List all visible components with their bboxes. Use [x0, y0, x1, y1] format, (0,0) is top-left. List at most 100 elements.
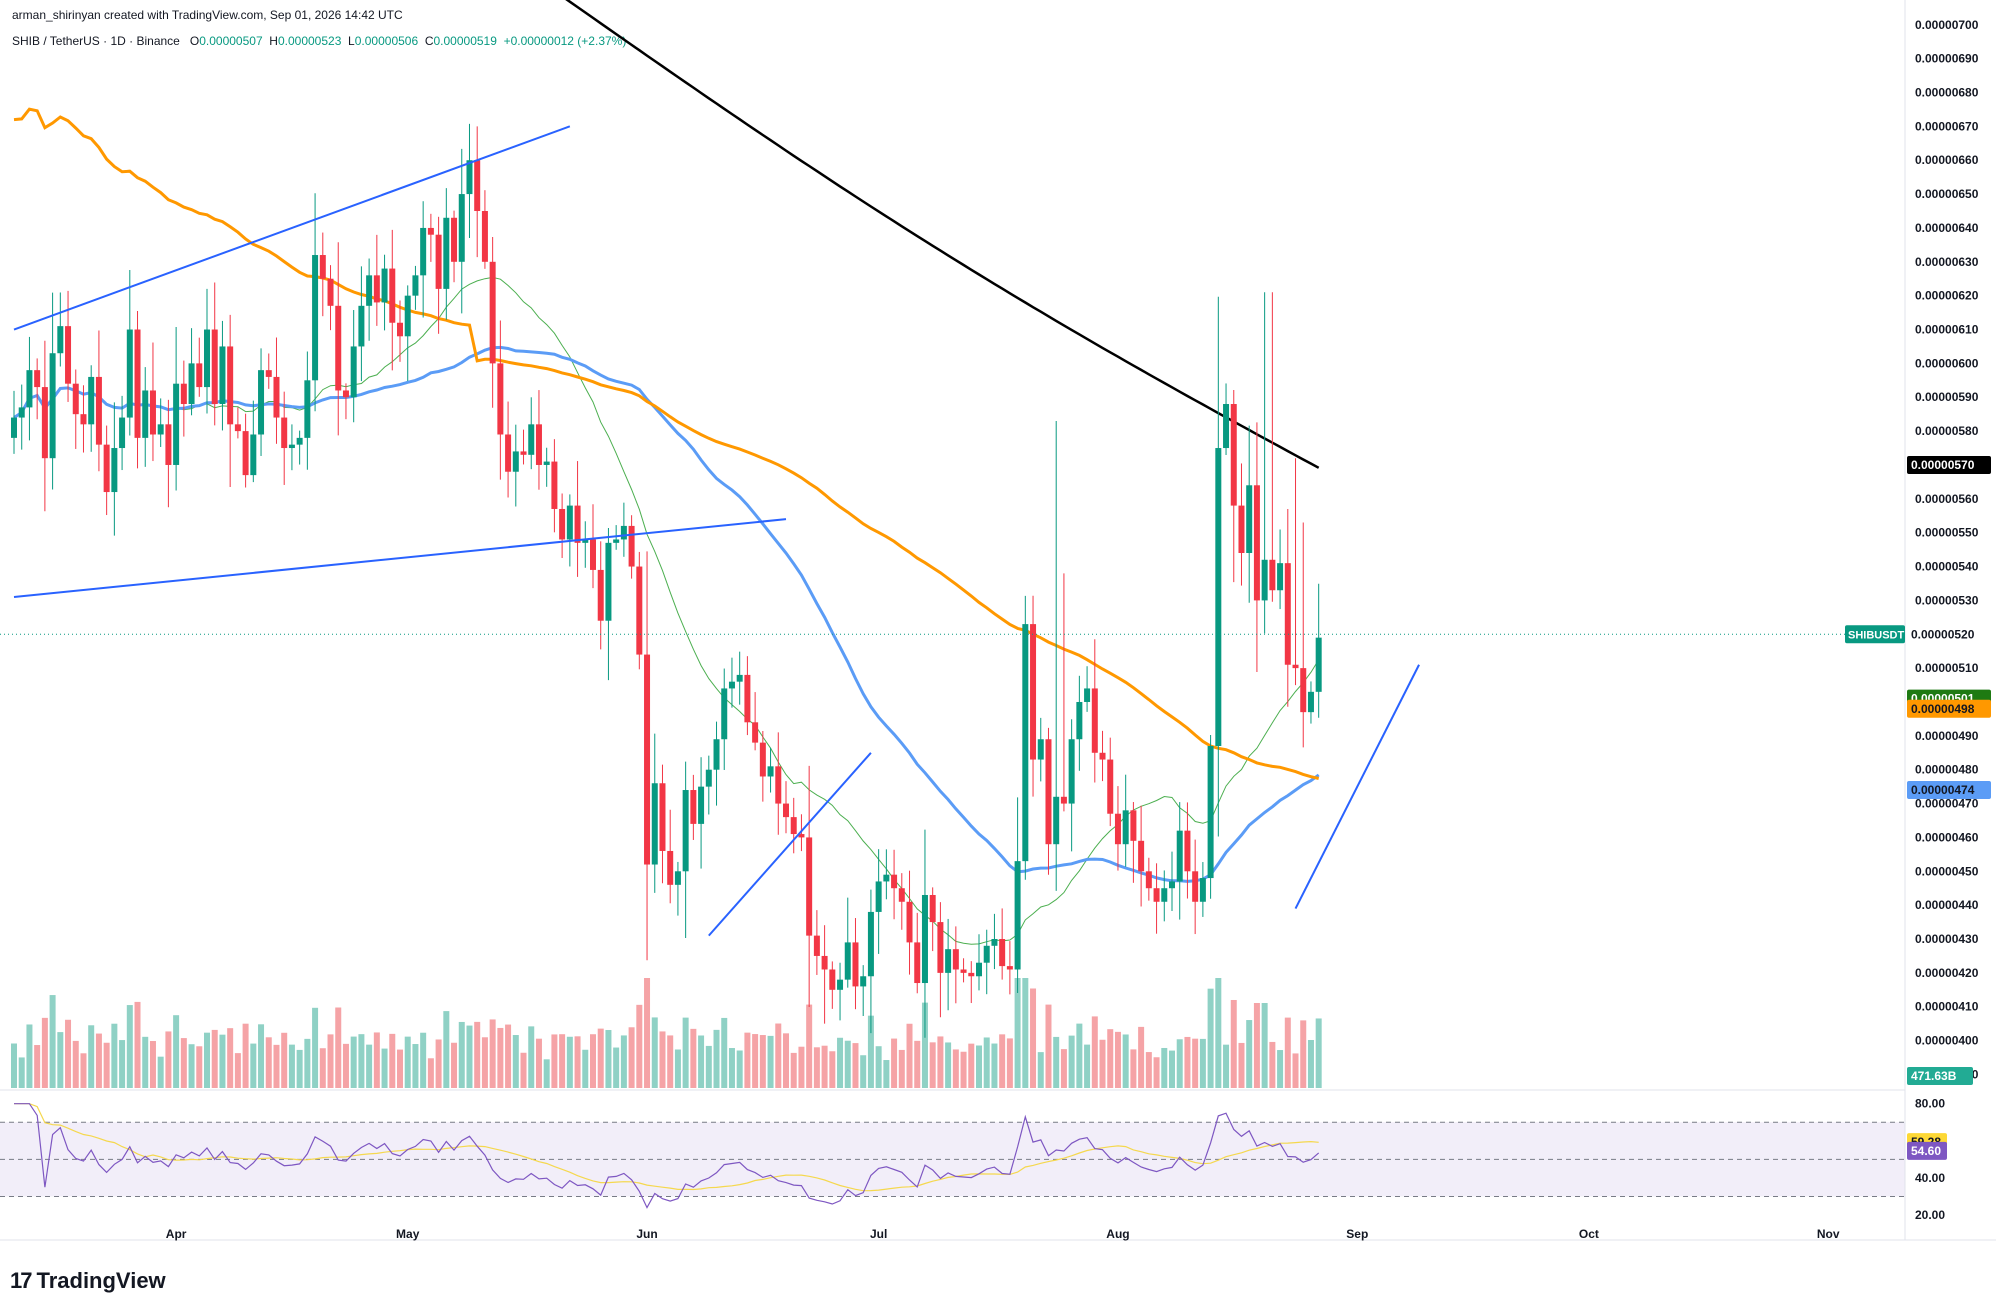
candle-body[interactable] — [288, 444, 295, 449]
candle-body[interactable] — [813, 935, 820, 956]
candle-body[interactable] — [142, 390, 149, 438]
candle-body[interactable] — [88, 376, 95, 425]
candle-body[interactable] — [952, 949, 959, 970]
candle-body[interactable] — [196, 363, 203, 388]
candle-body[interactable] — [1315, 637, 1322, 692]
candle-body[interactable] — [559, 508, 566, 540]
candle-body[interactable] — [574, 505, 581, 543]
candle-body[interactable] — [1277, 563, 1284, 591]
candle-body[interactable] — [250, 434, 257, 476]
candle-body[interactable] — [968, 972, 975, 977]
candle-body[interactable] — [41, 387, 48, 459]
candle-body[interactable] — [180, 383, 187, 405]
candle-body[interactable] — [1053, 796, 1060, 845]
candle-body[interactable] — [1076, 701, 1083, 740]
candle-body[interactable] — [1192, 871, 1199, 902]
candle-body[interactable] — [1153, 888, 1160, 902]
candle-body[interactable] — [381, 268, 388, 303]
candle-body[interactable] — [891, 874, 898, 889]
candle-body[interactable] — [1307, 691, 1314, 713]
candle-body[interactable] — [620, 525, 627, 540]
candle-body[interactable] — [342, 390, 349, 398]
candle-body[interactable] — [898, 888, 905, 902]
candle-body[interactable] — [1176, 830, 1183, 882]
candle-body[interactable] — [1037, 739, 1044, 760]
candle-body[interactable] — [11, 417, 17, 438]
candle-body[interactable] — [875, 881, 882, 912]
candle-body[interactable] — [535, 424, 542, 465]
candle-body[interactable] — [1130, 810, 1137, 841]
candle-body[interactable] — [18, 407, 25, 418]
candle-body[interactable] — [1199, 878, 1206, 902]
candle-body[interactable] — [651, 783, 658, 865]
trendline[interactable] — [1294, 664, 1420, 909]
symbol-legend[interactable]: SHIB / TetherUS · 1D · Binance O0.000005… — [12, 34, 626, 48]
candle-body[interactable] — [173, 383, 180, 465]
candle-body[interactable] — [188, 363, 195, 405]
candle-body[interactable] — [103, 444, 110, 493]
candle-body[interactable] — [404, 295, 411, 337]
candle-body[interactable] — [674, 871, 681, 885]
candle-body[interactable] — [1184, 830, 1191, 872]
candle-body[interactable] — [883, 874, 890, 882]
candle-body[interactable] — [1060, 796, 1067, 804]
candle-body[interactable] — [505, 434, 512, 472]
candle-body[interactable] — [435, 234, 442, 289]
candle-body[interactable] — [443, 217, 450, 289]
candle-body[interactable] — [636, 566, 643, 655]
candle-body[interactable] — [759, 742, 766, 777]
candle-body[interactable] — [319, 255, 326, 279]
candle-body[interactable] — [1253, 485, 1260, 601]
candle-body[interactable] — [983, 945, 990, 963]
candle-body[interactable] — [991, 939, 998, 946]
candle-body[interactable] — [752, 722, 759, 743]
candle-body[interactable] — [713, 739, 720, 770]
candle-body[interactable] — [1114, 813, 1121, 845]
candle-body[interactable] — [590, 539, 596, 570]
candle-body[interactable] — [1014, 861, 1021, 970]
candle-body[interactable] — [1269, 559, 1276, 591]
candle-body[interactable] — [1107, 759, 1114, 814]
candle-body[interactable] — [1300, 668, 1307, 713]
candle-body[interactable] — [72, 383, 79, 415]
candle-body[interactable] — [1284, 563, 1291, 665]
candle-body[interactable] — [397, 322, 403, 337]
candle-body[interactable] — [613, 539, 620, 543]
candle-body[interactable] — [721, 688, 728, 740]
candle-body[interactable] — [767, 766, 774, 777]
candle-body[interactable] — [1084, 688, 1091, 702]
candle-body[interactable] — [111, 448, 118, 493]
candle-body[interactable] — [219, 346, 226, 405]
candle-body[interactable] — [551, 461, 558, 509]
candle-body[interactable] — [1261, 559, 1268, 601]
candle-body[interactable] — [1006, 966, 1013, 970]
candle-body[interactable] — [736, 674, 743, 682]
candle-body[interactable] — [945, 949, 952, 973]
candle-body[interactable] — [1238, 505, 1245, 553]
candle-body[interactable] — [373, 275, 380, 303]
time-axis[interactable]: Apr May Jun Jul Aug Sep Oct Nov — [0, 1227, 1996, 1241]
candle-body[interactable] — [242, 431, 249, 476]
candle-body[interactable] — [157, 424, 164, 435]
candle-body[interactable] — [1223, 404, 1230, 449]
candle-body[interactable] — [126, 329, 133, 418]
candle-body[interactable] — [682, 790, 689, 872]
candles[interactable] — [11, 123, 1322, 1038]
candle-body[interactable] — [852, 942, 859, 987]
candle-body[interactable] — [327, 278, 334, 306]
candle-body[interactable] — [999, 939, 1006, 967]
candle-body[interactable] — [644, 654, 651, 865]
candle-body[interactable] — [929, 894, 936, 923]
candle-body[interactable] — [358, 305, 365, 347]
candle-body[interactable] — [412, 275, 419, 296]
candle-body[interactable] — [705, 769, 712, 787]
candle-body[interactable] — [976, 962, 982, 977]
candle-body[interactable] — [65, 326, 72, 384]
candle-body[interactable] — [1030, 624, 1037, 760]
candle-body[interactable] — [597, 569, 604, 621]
candle-body[interactable] — [134, 329, 141, 438]
candle-body[interactable] — [806, 837, 813, 936]
candle-body[interactable] — [312, 255, 319, 381]
